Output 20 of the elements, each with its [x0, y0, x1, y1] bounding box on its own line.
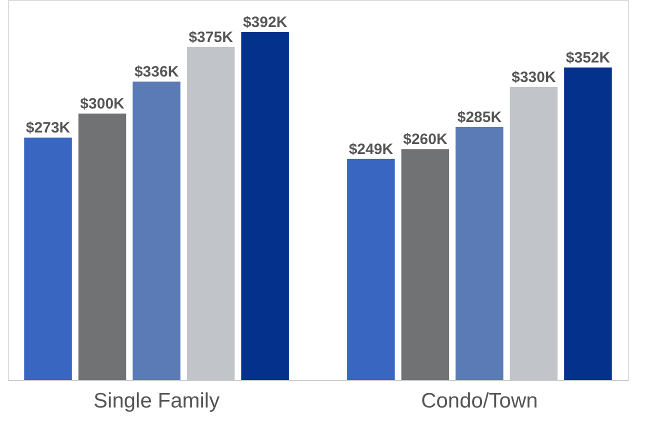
- data-label: $392K: [242, 14, 288, 31]
- bar: [401, 149, 450, 380]
- data-label: $285K: [457, 108, 502, 126]
- x-tick-label: Single Family: [94, 390, 220, 412]
- data-label: $300K: [80, 96, 125, 113]
- bar: [78, 114, 126, 380]
- data-label: $273K: [26, 120, 70, 137]
- x-tick-label: Condo/Town: [421, 390, 538, 412]
- bar: [564, 67, 612, 380]
- data-label: $336K: [134, 64, 179, 81]
- data-label: $330K: [512, 69, 556, 86]
- data-label: $352K: [566, 49, 610, 66]
- bar: [241, 32, 289, 380]
- bar: [24, 138, 72, 380]
- data-label: $375K: [188, 29, 234, 46]
- bar: [456, 126, 504, 380]
- bar: [347, 158, 395, 380]
- bar: [132, 82, 180, 380]
- data-label: $260K: [403, 131, 448, 148]
- data-label: $249K: [348, 140, 394, 158]
